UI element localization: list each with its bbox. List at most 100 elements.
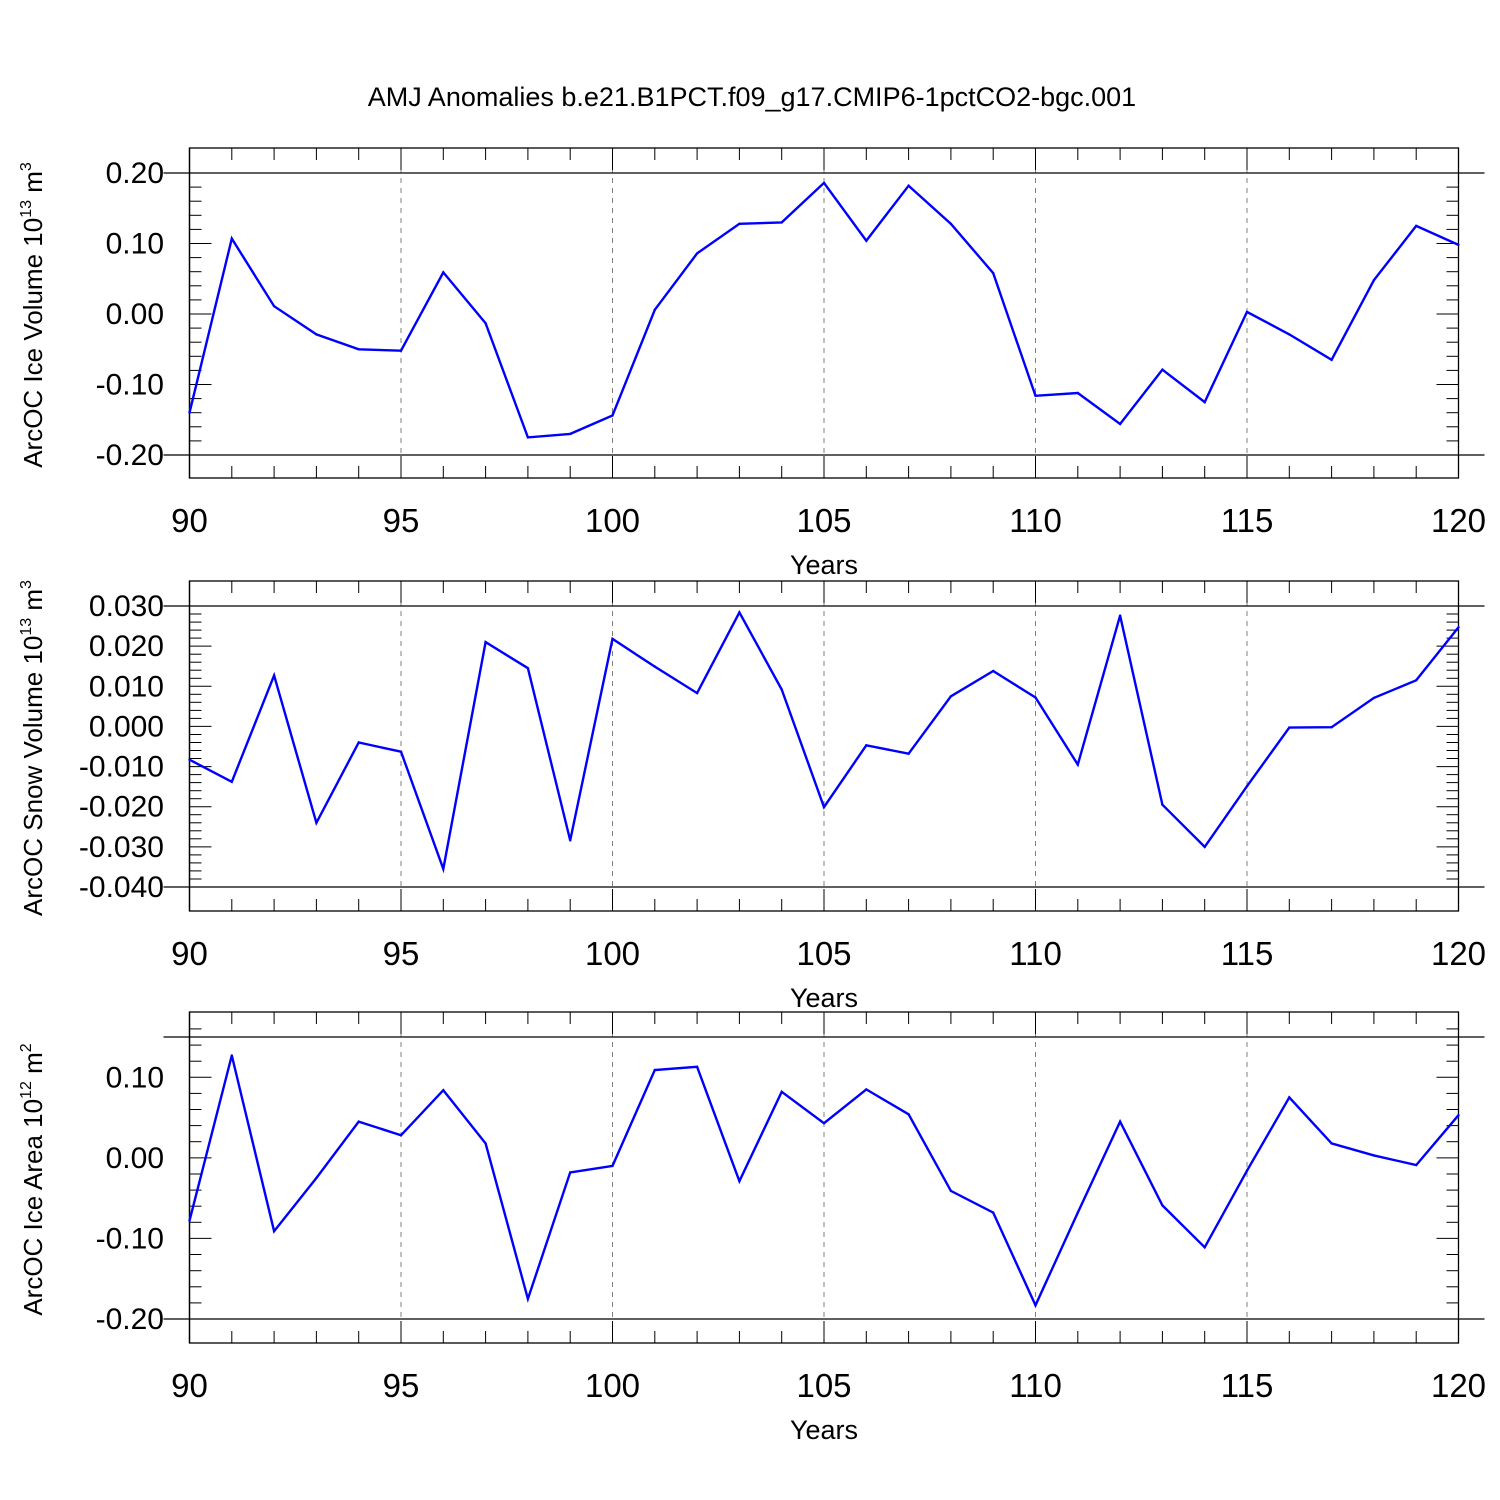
data-point bbox=[949, 695, 953, 698]
data-point bbox=[1330, 1142, 1333, 1145]
data-point bbox=[484, 322, 487, 325]
y-axis-label-exponent: 13 bbox=[18, 200, 35, 218]
data-point bbox=[992, 1211, 995, 1214]
y-tick-label: -0.10 bbox=[96, 1222, 164, 1255]
y-tick-label: -0.010 bbox=[79, 751, 164, 784]
data-point bbox=[188, 411, 191, 414]
y-tick-label: -0.10 bbox=[96, 369, 164, 402]
y-axis-label: ArcOC Ice Area 1012 m2 bbox=[18, 1043, 48, 1315]
y-tick-label: -0.020 bbox=[79, 791, 164, 824]
x-axis-label: Years bbox=[790, 550, 858, 580]
y-axis-label: ArcOC Snow Volume 1013 m3 bbox=[18, 580, 48, 916]
x-tick-label: 120 bbox=[1431, 502, 1486, 539]
data-point bbox=[695, 1065, 699, 1069]
x-tick-label: 100 bbox=[585, 935, 640, 972]
y-axis-label-unit-exponent: 2 bbox=[18, 1043, 35, 1052]
y-axis-label-unit-exponent: 3 bbox=[18, 580, 35, 589]
data-point bbox=[272, 674, 276, 677]
data-point bbox=[442, 867, 445, 871]
y-tick-label: 0.00 bbox=[106, 1142, 164, 1175]
data-point bbox=[272, 1230, 276, 1233]
data-point bbox=[1076, 1211, 1080, 1214]
data-point bbox=[315, 333, 318, 336]
data-point bbox=[357, 1120, 360, 1123]
data-point bbox=[738, 222, 741, 225]
y-axis-label-unit: m bbox=[18, 1052, 48, 1081]
chart-panel-2: 0.030 0.020 0.010 0.000 -0.010 -0.020 -0.030 -0… bbox=[18, 580, 1486, 1013]
x-tick-label: 95 bbox=[383, 502, 420, 539]
data-point bbox=[822, 181, 826, 185]
data-point bbox=[1457, 1114, 1460, 1117]
data-point bbox=[1415, 679, 1418, 682]
y-axis-label-main: ArcOC Ice Area 10 bbox=[18, 1099, 48, 1316]
data-point bbox=[653, 1068, 656, 1072]
data-point bbox=[1372, 279, 1376, 282]
data-point bbox=[1288, 333, 1291, 336]
data-point bbox=[1330, 726, 1333, 729]
y-tick-label: -0.20 bbox=[96, 439, 164, 472]
data-point bbox=[230, 237, 233, 240]
data-point bbox=[188, 758, 191, 761]
data-point bbox=[1457, 626, 1460, 629]
data-point bbox=[907, 1113, 910, 1116]
data-point bbox=[1288, 726, 1291, 729]
y-axis-label-unit: m bbox=[18, 171, 48, 200]
data-point bbox=[272, 305, 276, 308]
data-point bbox=[1161, 803, 1164, 806]
data-point bbox=[992, 271, 995, 275]
data-point bbox=[949, 1189, 953, 1193]
data-point bbox=[611, 1164, 614, 1168]
data-point bbox=[738, 1180, 741, 1183]
data-point bbox=[357, 348, 360, 351]
data-point bbox=[230, 780, 233, 783]
data-point bbox=[907, 752, 910, 755]
data-point bbox=[1203, 1246, 1206, 1249]
data-point bbox=[1161, 1204, 1164, 1207]
x-tick-label: 120 bbox=[1431, 1367, 1486, 1404]
x-tick-label: 90 bbox=[171, 502, 208, 539]
x-axis-label: Years bbox=[790, 983, 858, 1013]
x-tick-label: 95 bbox=[383, 935, 420, 972]
data-point bbox=[399, 750, 403, 753]
data-point bbox=[780, 688, 783, 691]
x-tick-label: 115 bbox=[1221, 1367, 1274, 1404]
data-point bbox=[865, 239, 868, 242]
data-point bbox=[399, 1134, 403, 1137]
data-point bbox=[611, 414, 614, 417]
y-axis-label-unit-exponent: 3 bbox=[18, 162, 35, 171]
data-point bbox=[1457, 243, 1460, 247]
data-point bbox=[907, 184, 910, 187]
data-point bbox=[315, 1176, 318, 1180]
data-point bbox=[526, 667, 530, 670]
data-point bbox=[1076, 763, 1080, 766]
data-point bbox=[1076, 391, 1080, 395]
data-point bbox=[1245, 1169, 1249, 1172]
y-tick-label: -0.040 bbox=[79, 871, 164, 904]
data-point bbox=[1415, 1163, 1418, 1167]
data-point bbox=[1415, 224, 1418, 228]
y-tick-label: 0.20 bbox=[106, 157, 164, 190]
x-tick-label: 95 bbox=[383, 1367, 420, 1404]
y-tick-label: 0.010 bbox=[89, 670, 164, 703]
data-point bbox=[695, 691, 699, 695]
x-tick-label: 120 bbox=[1431, 935, 1486, 972]
data-point bbox=[611, 637, 614, 641]
x-tick-label: 110 bbox=[1009, 935, 1062, 972]
data-point bbox=[992, 669, 995, 673]
data-point bbox=[569, 839, 572, 842]
data-point bbox=[695, 252, 699, 255]
x-tick-label: 90 bbox=[171, 935, 208, 972]
y-axis-label-exponent: 13 bbox=[18, 618, 35, 636]
data-point bbox=[780, 221, 783, 224]
data-point bbox=[1245, 310, 1249, 314]
data-point bbox=[484, 1142, 487, 1145]
x-axis-label: Years bbox=[790, 1415, 858, 1445]
data-point bbox=[1203, 400, 1206, 404]
data-point bbox=[1245, 785, 1249, 788]
data-point bbox=[230, 1054, 233, 1057]
data-point bbox=[949, 222, 953, 225]
y-axis-label: ArcOC Ice Volume 1013 m3 bbox=[18, 162, 48, 468]
